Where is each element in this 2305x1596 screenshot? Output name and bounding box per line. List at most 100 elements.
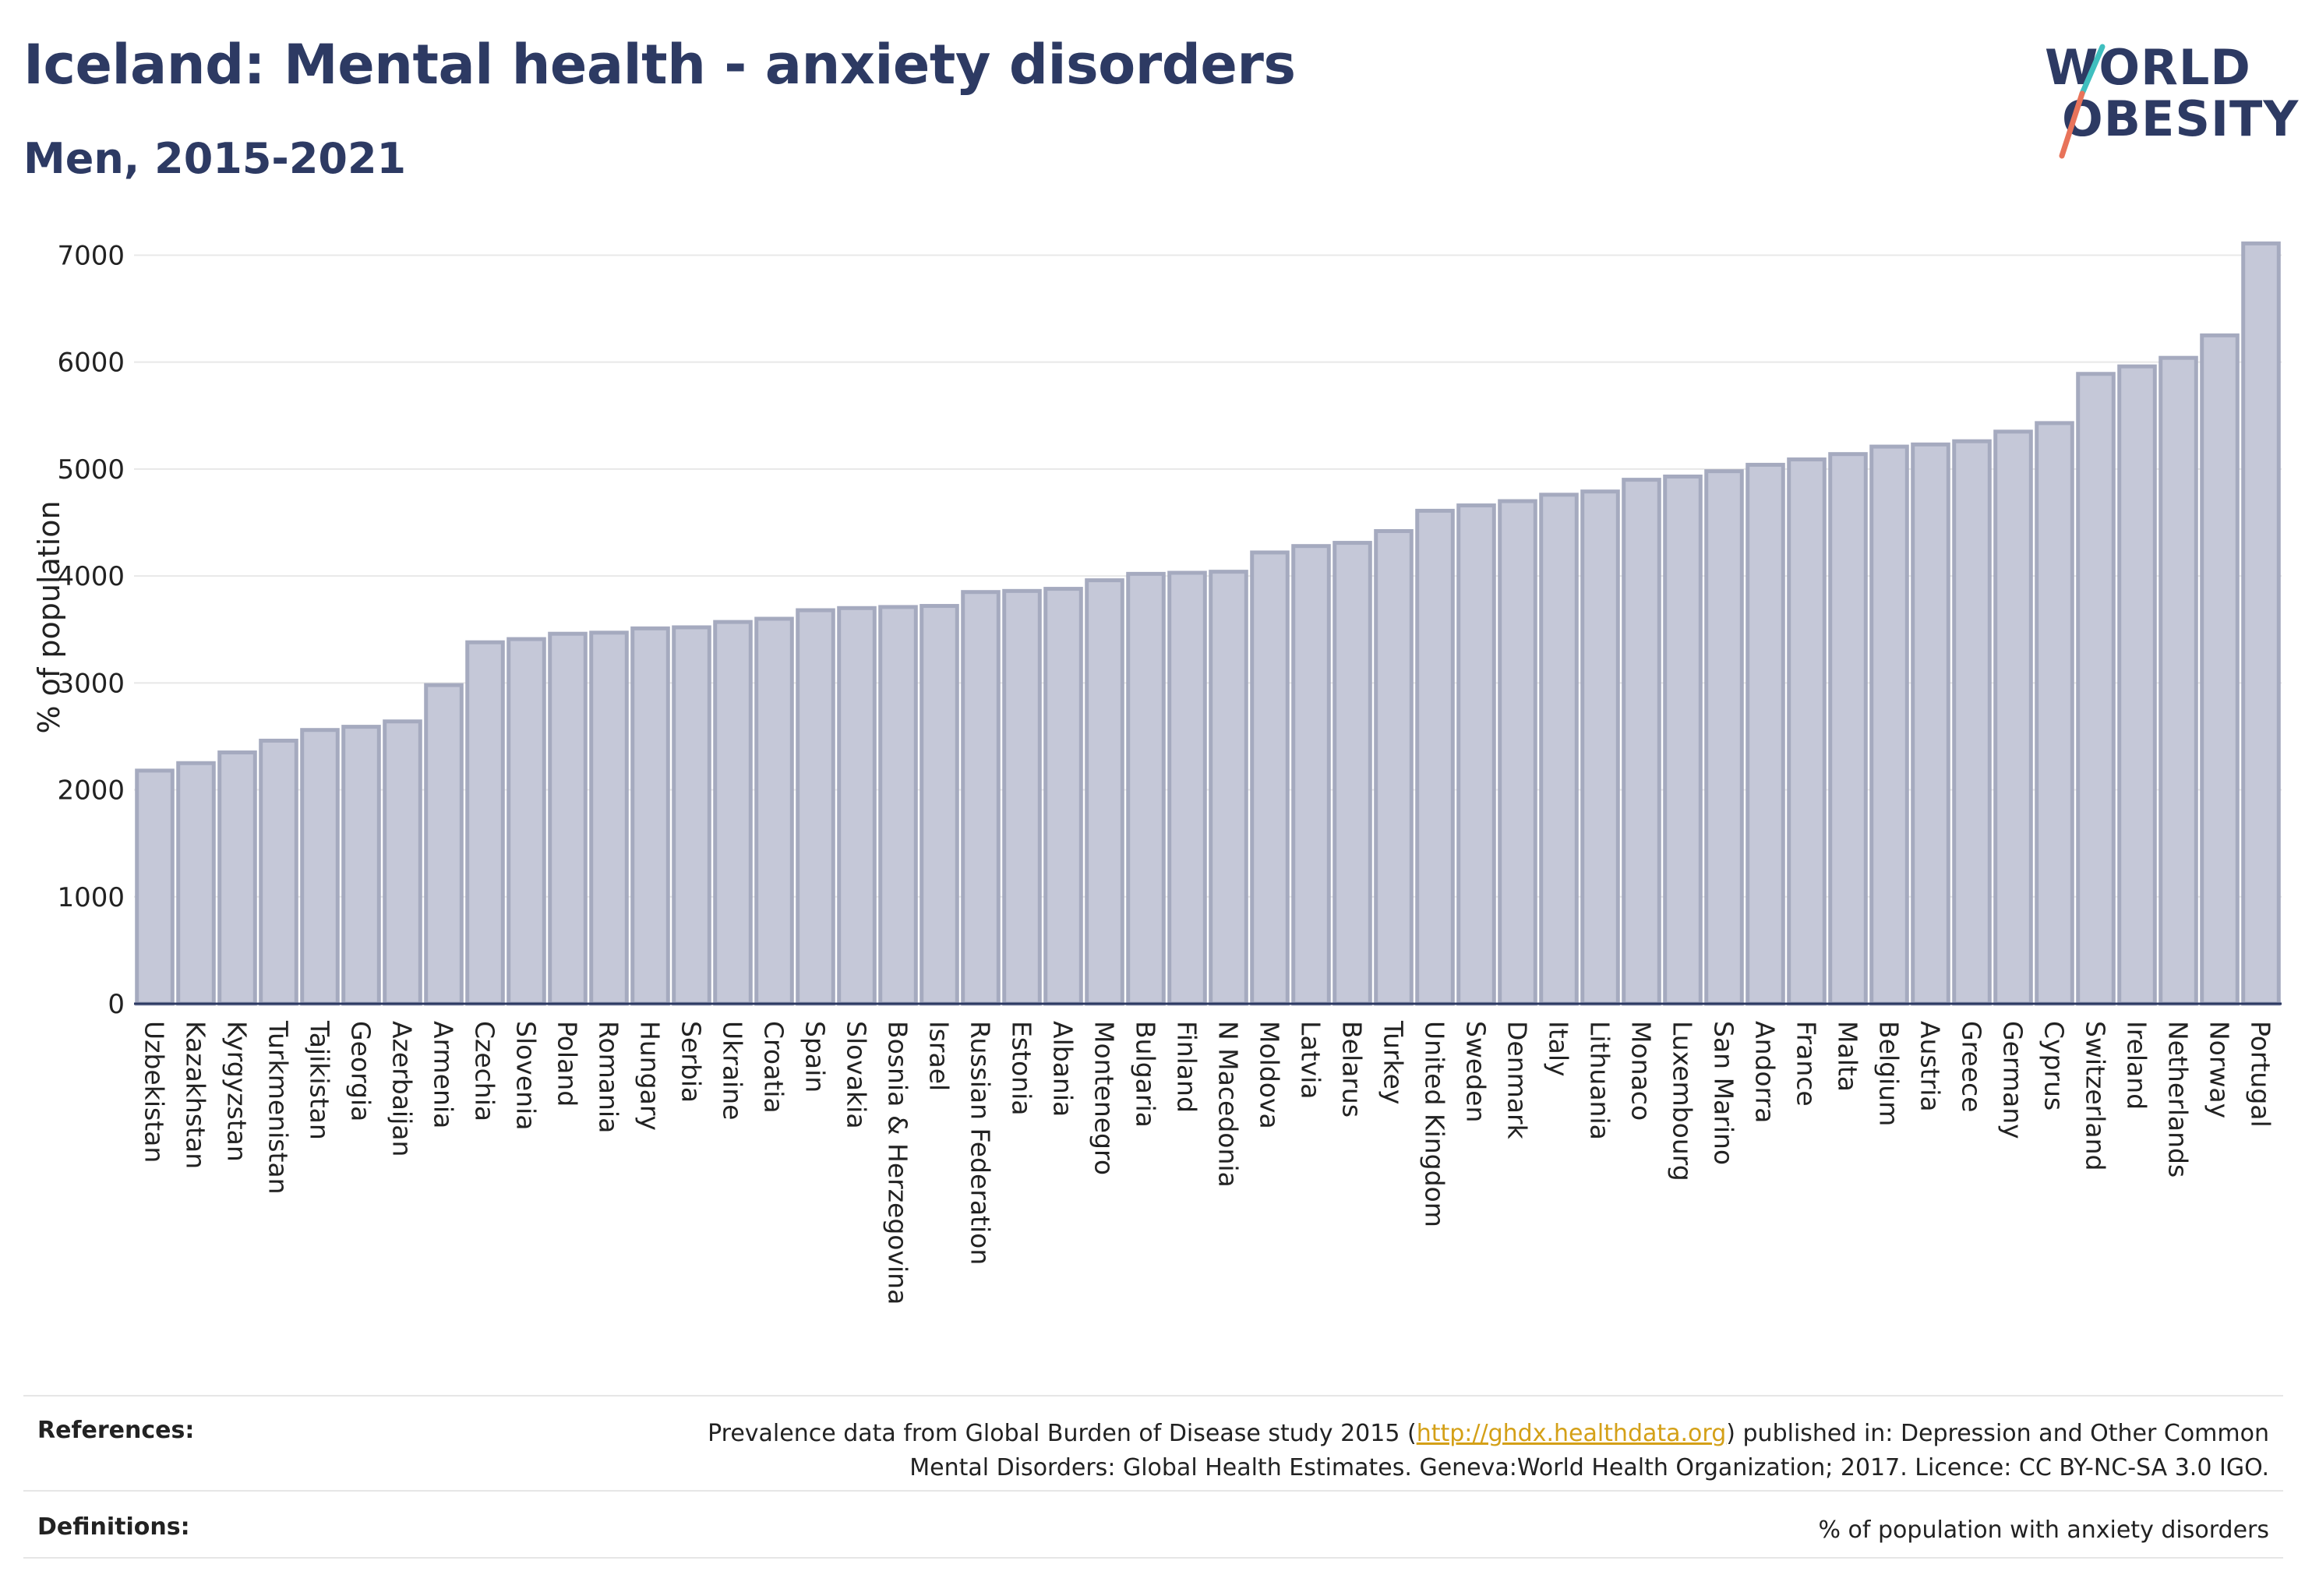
footer-divider: [23, 1490, 2283, 1492]
logo-line-1: WORLD: [2045, 39, 2251, 96]
references-label: References:: [37, 1417, 195, 1444]
x-tick-label: Andorra: [1750, 1021, 1781, 1123]
bar: [1580, 489, 1620, 1006]
x-tick-label: Latvia: [1296, 1021, 1326, 1099]
bar: [2035, 421, 2074, 1006]
x-tick-label: Ukraine: [718, 1021, 748, 1120]
y-tick-labels: 0 1000 2000 3000 4000 5000 6000 7000: [57, 240, 125, 1020]
x-tick-label: Austria: [1915, 1021, 1946, 1112]
x-tick-label: Kazakhstan: [181, 1021, 211, 1169]
x-tick-label: Norway: [2204, 1021, 2235, 1118]
bar: [507, 637, 546, 1006]
footer-divider: [23, 1557, 2283, 1559]
x-tick-labels: Uzbekistan Kazakhstan Kyrgyzstan Turkmenist…: [139, 1020, 2276, 1305]
bar: [1869, 444, 1909, 1006]
x-tick-label: Greece: [1957, 1021, 1987, 1112]
bar: [1704, 469, 1744, 1006]
y-tick-label: 4000: [57, 561, 125, 592]
page-subtitle: Men, 2015-2021: [23, 134, 407, 183]
x-tick-label: Sweden: [1461, 1021, 1491, 1122]
world-obesity-logo: WORLD OBESITY: [2034, 31, 2298, 171]
x-tick-label: Montenegro: [1089, 1021, 1120, 1175]
y-tick-label: 7000: [57, 240, 125, 271]
x-tick-label: France: [1791, 1021, 1822, 1107]
y-tick-label: 3000: [57, 668, 125, 699]
y-tick-label: 5000: [57, 454, 125, 486]
x-tick-label: Israel: [924, 1021, 955, 1091]
bar: [2200, 333, 2240, 1006]
x-tick-label: Belarus: [1337, 1021, 1368, 1118]
x-tick-label: Spain: [800, 1021, 831, 1093]
x-tick-label: Estonia: [1007, 1021, 1037, 1115]
bar: [1374, 528, 1414, 1006]
bar: [2159, 355, 2198, 1006]
x-tick-label: Bulgaria: [1131, 1021, 1161, 1128]
x-tick-label: Belgium: [1874, 1021, 1904, 1126]
definitions-row: Definitions: % of population with anxiet…: [23, 1513, 2283, 1557]
x-tick-label: Portugal: [2246, 1021, 2276, 1128]
references-link[interactable]: http://ghdx.healthdata.org: [1416, 1420, 1727, 1447]
x-tick-label: San Marino: [1709, 1021, 1739, 1165]
bar: [1333, 541, 1372, 1006]
x-tick-label: Switzerland: [2081, 1021, 2111, 1171]
bar-chart: 0 1000 2000 3000 4000 5000 6000 7000 Uzbekistan…: [32, 240, 2282, 1305]
x-tick-label: Moldova: [1255, 1021, 1285, 1129]
bar: [1498, 499, 1537, 1006]
x-tick-label: Malta: [1833, 1021, 1863, 1092]
bar: [796, 608, 835, 1006]
x-tick-label: Croatia: [759, 1021, 789, 1114]
x-tick-label: Bosnia & Herzegovina: [883, 1021, 913, 1305]
y-tick-label: 1000: [57, 882, 125, 913]
bar: [465, 640, 505, 1006]
bar: [176, 761, 216, 1006]
bar: [1043, 587, 1083, 1006]
bar: [341, 725, 381, 1006]
logo-slash-icon: [2059, 44, 2106, 159]
bar: [589, 630, 629, 1006]
y-tick-label: 0: [108, 989, 125, 1020]
references-row: References: Prevalence data from Global …: [23, 1417, 2283, 1502]
x-tick-label: Russian Federation: [965, 1021, 996, 1265]
definitions-label: Definitions:: [37, 1513, 190, 1541]
footer-divider: [23, 1395, 2283, 1396]
x-tick-label: Uzbekistan: [139, 1021, 170, 1163]
x-tick-label: Netherlands: [2163, 1021, 2194, 1178]
bar: [1126, 571, 1166, 1006]
x-tick-label: United Kingdom: [1420, 1021, 1450, 1227]
logo-line-2: OBESITY: [2062, 90, 2300, 147]
y-tick-label: 2000: [57, 775, 125, 807]
bar: [548, 631, 588, 1006]
page-title: Iceland: Mental health - anxiety disorde…: [23, 33, 1296, 97]
references-text-after: ) published in: Depression and Other Com…: [1726, 1420, 2269, 1447]
x-tick-label: Slovenia: [511, 1021, 542, 1130]
bar: [1002, 588, 1042, 1006]
x-tick-label: N Macedonia: [1213, 1021, 1244, 1188]
bar: [135, 768, 175, 1006]
bar: [1209, 570, 1248, 1006]
x-tick-label: Lithuania: [1585, 1021, 1615, 1140]
bar: [1167, 570, 1207, 1006]
x-tick-label: Monaco: [1626, 1021, 1657, 1121]
bar: [920, 604, 959, 1006]
y-tick-label: 6000: [57, 348, 125, 379]
bar: [383, 719, 422, 1006]
bar: [1085, 578, 1124, 1006]
bar: [1993, 429, 2033, 1006]
x-tick-label: Turkmenistan: [263, 1020, 294, 1195]
x-tick-label: Cyprus: [2039, 1021, 2070, 1110]
bar: [1828, 452, 1868, 1006]
x-tick-label: Azerbaijan: [387, 1021, 418, 1156]
bar: [1539, 493, 1579, 1006]
bar: [1787, 457, 1827, 1006]
x-tick-label: Czechia: [470, 1021, 500, 1121]
bar: [1250, 550, 1290, 1006]
bar: [672, 625, 711, 1006]
bar: [961, 590, 1001, 1006]
x-tick-label: Georgia: [346, 1021, 376, 1121]
x-tick-label: Serbia: [676, 1021, 707, 1103]
bar: [1952, 439, 1992, 1006]
bar: [1911, 442, 1950, 1006]
bar: [1746, 462, 1785, 1006]
bar: [300, 728, 340, 1006]
bar: [713, 620, 753, 1006]
